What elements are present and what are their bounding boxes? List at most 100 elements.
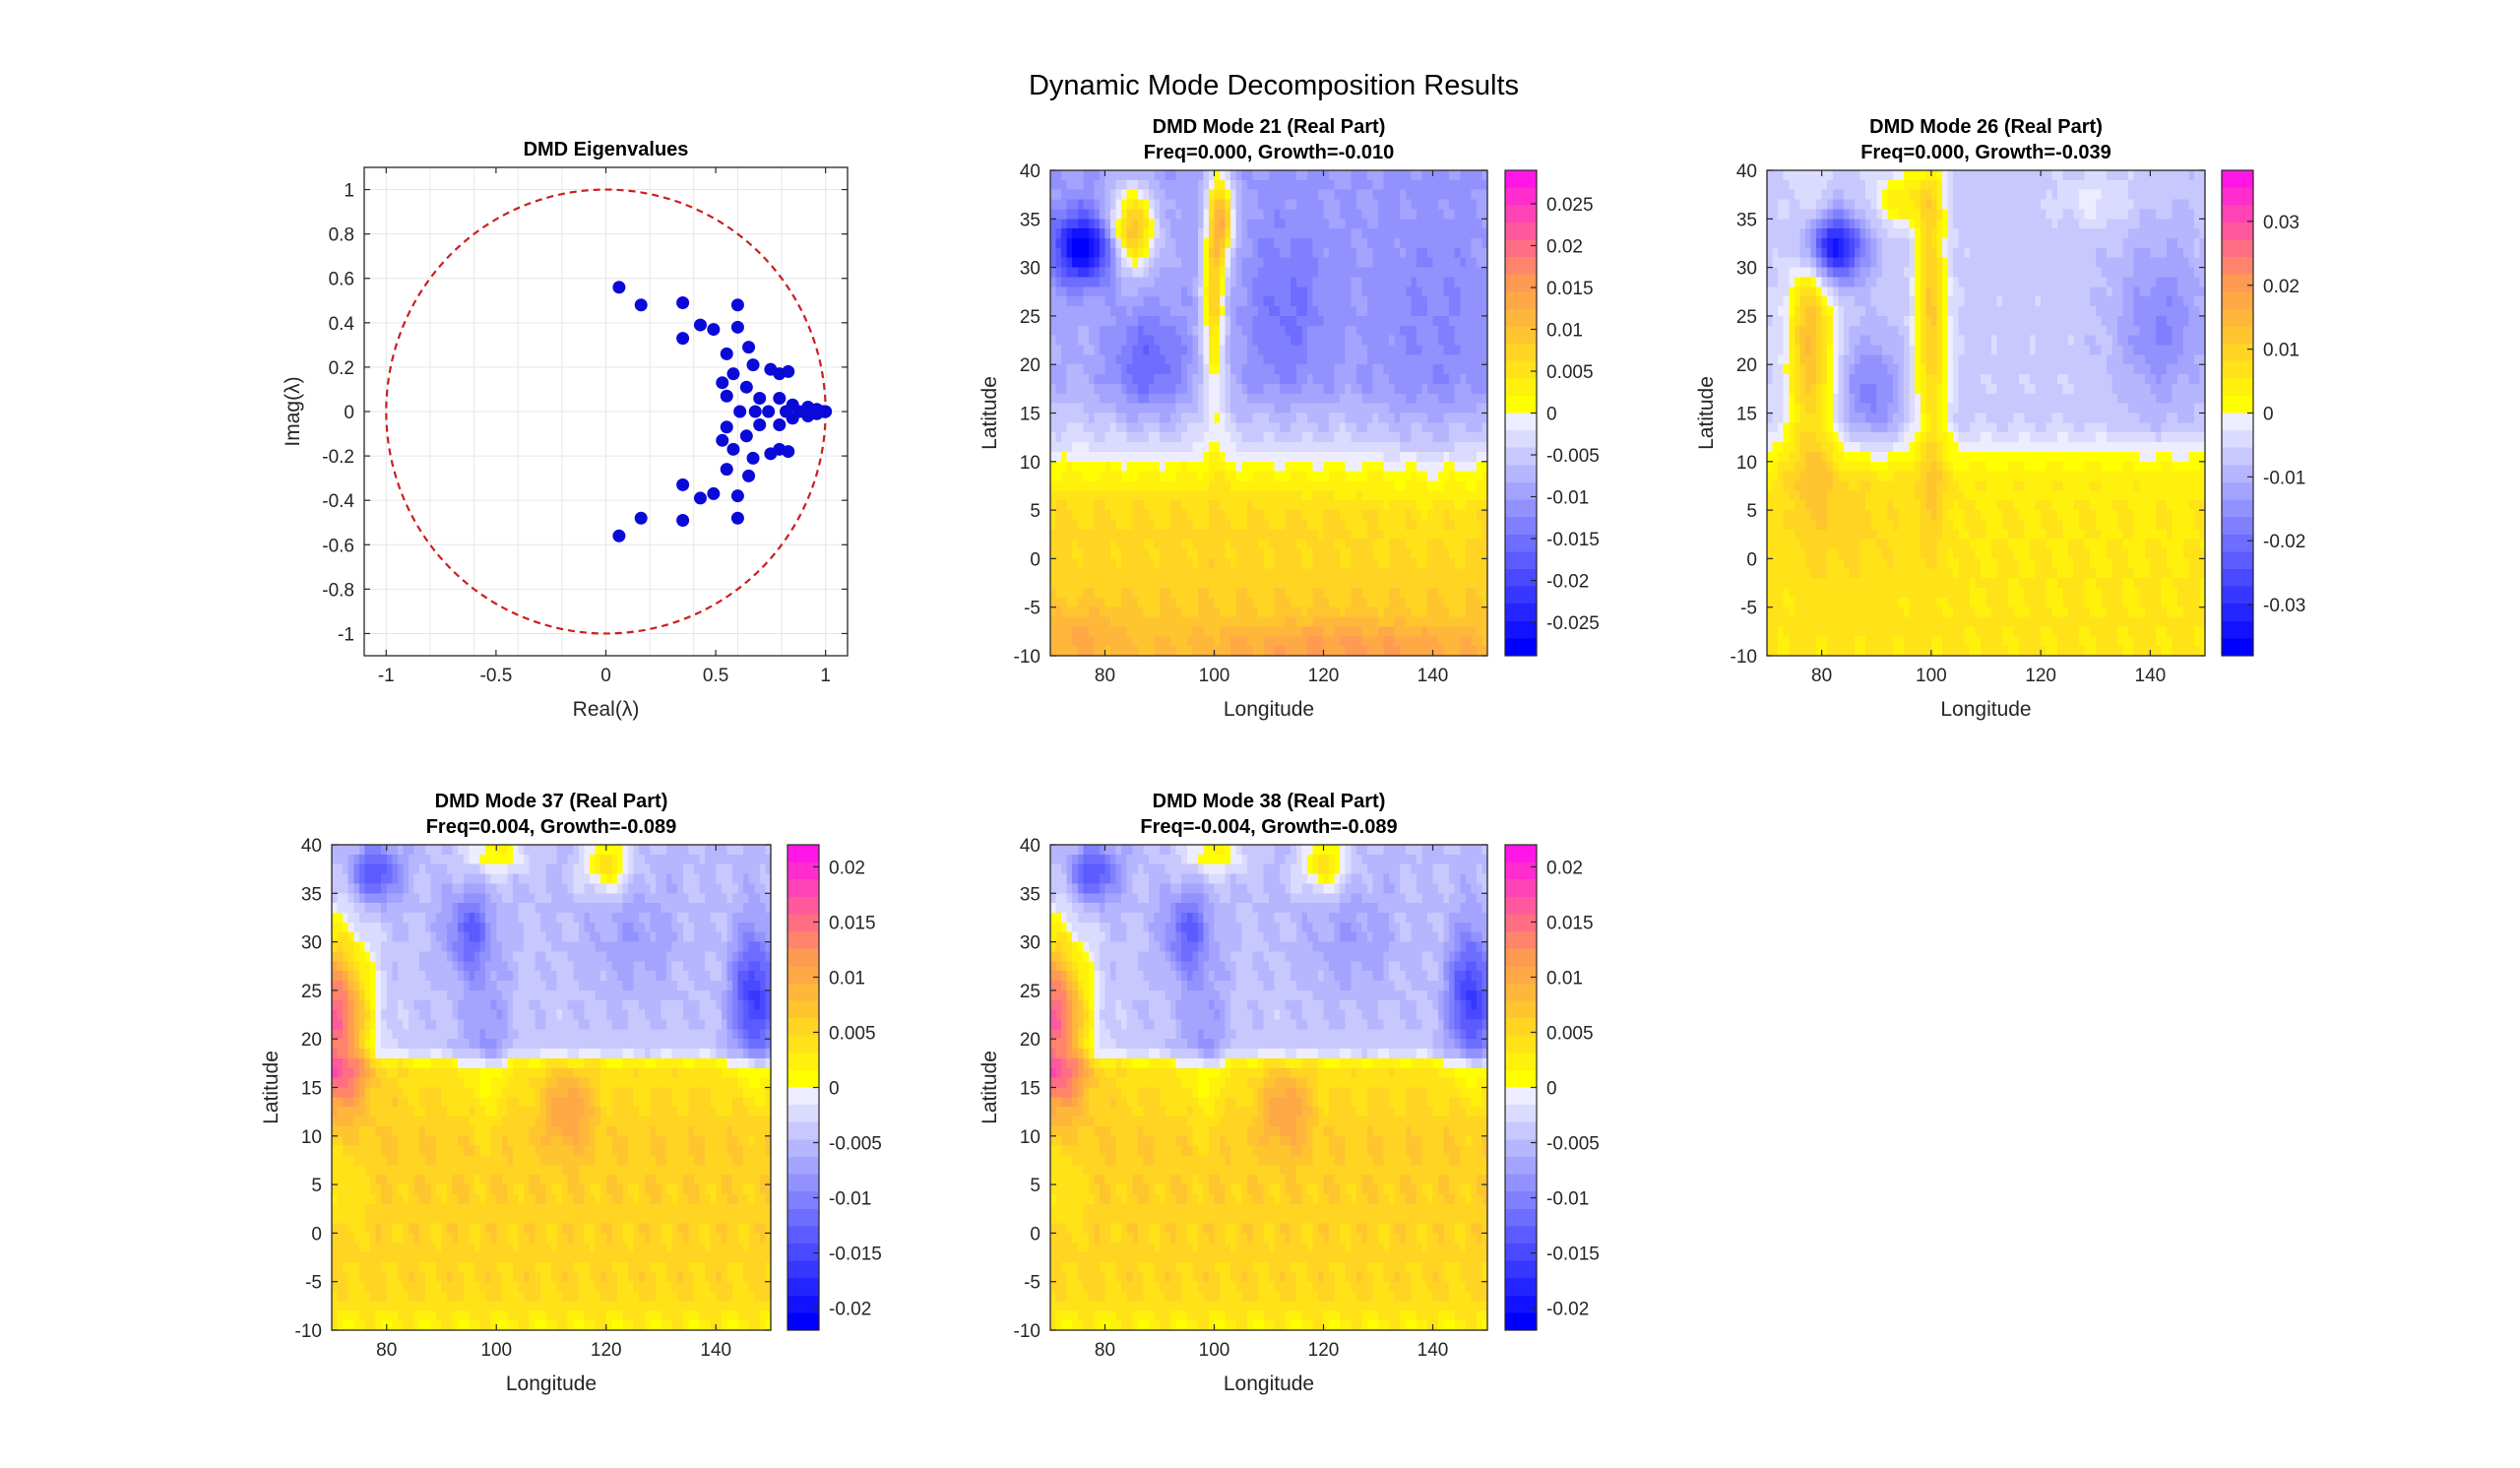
heatmap-cell xyxy=(1443,228,1450,239)
heatmap-cell xyxy=(1181,364,1188,375)
heatmap-cell xyxy=(1426,413,1434,423)
heatmap-cell xyxy=(1121,238,1128,249)
heatmap-cell xyxy=(2167,199,2174,211)
heatmap-cell xyxy=(1132,558,1139,569)
heatmap-cell xyxy=(1876,228,1883,239)
heatmap-cell xyxy=(2139,228,2146,239)
heatmap-cell xyxy=(1083,490,1090,501)
heatmap-cell xyxy=(1426,354,1434,365)
heatmap-cell xyxy=(1154,461,1161,473)
heatmap-cell xyxy=(1394,354,1401,365)
heatmap-cell xyxy=(2155,179,2163,191)
heatmap-cell xyxy=(1252,403,1259,415)
colorbar-segment xyxy=(1505,468,1537,473)
heatmap-cell xyxy=(1126,325,1133,337)
heatmap-cell xyxy=(1165,315,1171,327)
heatmap-cell xyxy=(1083,500,1090,511)
heatmap-cell xyxy=(1936,238,1943,249)
heatmap-cell xyxy=(1416,422,1422,433)
heatmap-cell xyxy=(1991,179,1998,191)
heatmap-cell xyxy=(1291,646,1297,657)
heatmap-cell xyxy=(1148,539,1156,550)
heatmap-cell xyxy=(1454,539,1461,550)
heatmap-cell xyxy=(1203,451,1210,463)
heatmap-cell xyxy=(1269,257,1276,269)
heatmap-cell xyxy=(1291,364,1297,375)
heatmap-cell xyxy=(1252,170,1259,181)
heatmap-cell xyxy=(1088,558,1095,569)
colorbar-segment xyxy=(1505,593,1537,598)
heatmap-cell xyxy=(1230,345,1237,355)
heatmap-cell xyxy=(1280,539,1287,550)
heatmap-cell xyxy=(2172,228,2178,239)
heatmap-cell xyxy=(2139,238,2146,249)
heatmap-cell xyxy=(2051,238,2058,249)
heatmap-cell xyxy=(1154,393,1161,405)
heatmap-cell xyxy=(1804,219,1812,229)
heatmap-cell xyxy=(2073,199,2080,211)
heatmap-cell xyxy=(1132,451,1139,463)
heatmap-cell xyxy=(2051,199,2058,211)
heatmap-cell xyxy=(1306,247,1313,259)
heatmap-cell xyxy=(1991,209,1998,220)
heatmap-cell xyxy=(1340,548,1347,559)
heatmap-cell xyxy=(1865,209,1872,220)
eig-ytick-label: -0.8 xyxy=(322,580,354,601)
heatmap-cell xyxy=(1383,442,1390,453)
heatmap-cell xyxy=(1280,277,1287,287)
heatmap-cell xyxy=(1192,451,1199,463)
heatmap-cell xyxy=(1291,170,1297,181)
heatmap-cell xyxy=(1306,287,1313,297)
heatmap-cell xyxy=(1291,325,1297,337)
heatmap-cell xyxy=(1104,510,1111,521)
colorbar-segment xyxy=(1505,620,1537,625)
heatmap-cell xyxy=(1915,179,1922,191)
heatmap-cell xyxy=(1291,228,1297,239)
heatmap-cell xyxy=(1280,267,1287,279)
heatmap-cell xyxy=(1329,480,1336,491)
heatmap-cell xyxy=(1186,383,1193,395)
heatmap-cell xyxy=(1476,287,1483,297)
heatmap-cell xyxy=(1203,257,1210,269)
heatmap-cell xyxy=(1334,519,1341,531)
heatmap-cell xyxy=(1252,209,1259,220)
heatmap-cell xyxy=(1317,529,1325,541)
heatmap-cell xyxy=(1372,480,1379,491)
heatmap-cell xyxy=(1050,442,1057,453)
heatmap-cell xyxy=(1421,432,1428,443)
heatmap-cell xyxy=(1481,238,1488,249)
heatmap-cell xyxy=(1449,345,1456,355)
heatmap-cell xyxy=(1165,422,1171,433)
heatmap-cell xyxy=(1438,451,1445,463)
heatmap-cell xyxy=(1876,170,1883,181)
heatmap-cell xyxy=(1383,315,1390,327)
heatmap-cell xyxy=(1366,209,1374,220)
heatmap-cell xyxy=(1252,597,1259,608)
heatmap-cell xyxy=(1301,199,1308,211)
heatmap-cell xyxy=(1953,199,1960,211)
heatmap-cell xyxy=(1329,315,1336,327)
heatmap-cell xyxy=(1291,442,1297,453)
heatmap-cell xyxy=(1449,500,1456,511)
heatmap-cell xyxy=(1421,568,1428,579)
heatmap-cell xyxy=(1197,568,1204,579)
colorbar-segment xyxy=(1505,426,1537,431)
heatmap-cell xyxy=(1121,636,1128,647)
heatmap-cell xyxy=(1050,287,1057,297)
heatmap-cell xyxy=(1465,219,1472,229)
heatmap-cell xyxy=(1269,199,1276,211)
heatmap-cell xyxy=(1208,568,1216,579)
heatmap-cell xyxy=(1197,558,1204,569)
heatmap-cell xyxy=(1061,238,1068,249)
heatmap-cell xyxy=(1334,578,1341,589)
heatmap-cell xyxy=(1252,568,1259,579)
heatmap-cell xyxy=(1099,189,1106,201)
heatmap-cell xyxy=(1214,228,1221,239)
heatmap-cell xyxy=(1295,247,1302,259)
heatmap-cell xyxy=(1061,558,1068,569)
heatmap-cell xyxy=(1175,539,1182,550)
heatmap-cell xyxy=(1246,432,1253,443)
heatmap-cell xyxy=(1154,626,1161,637)
eigenvalue-point xyxy=(782,445,795,459)
heatmap-cell xyxy=(1389,325,1396,337)
